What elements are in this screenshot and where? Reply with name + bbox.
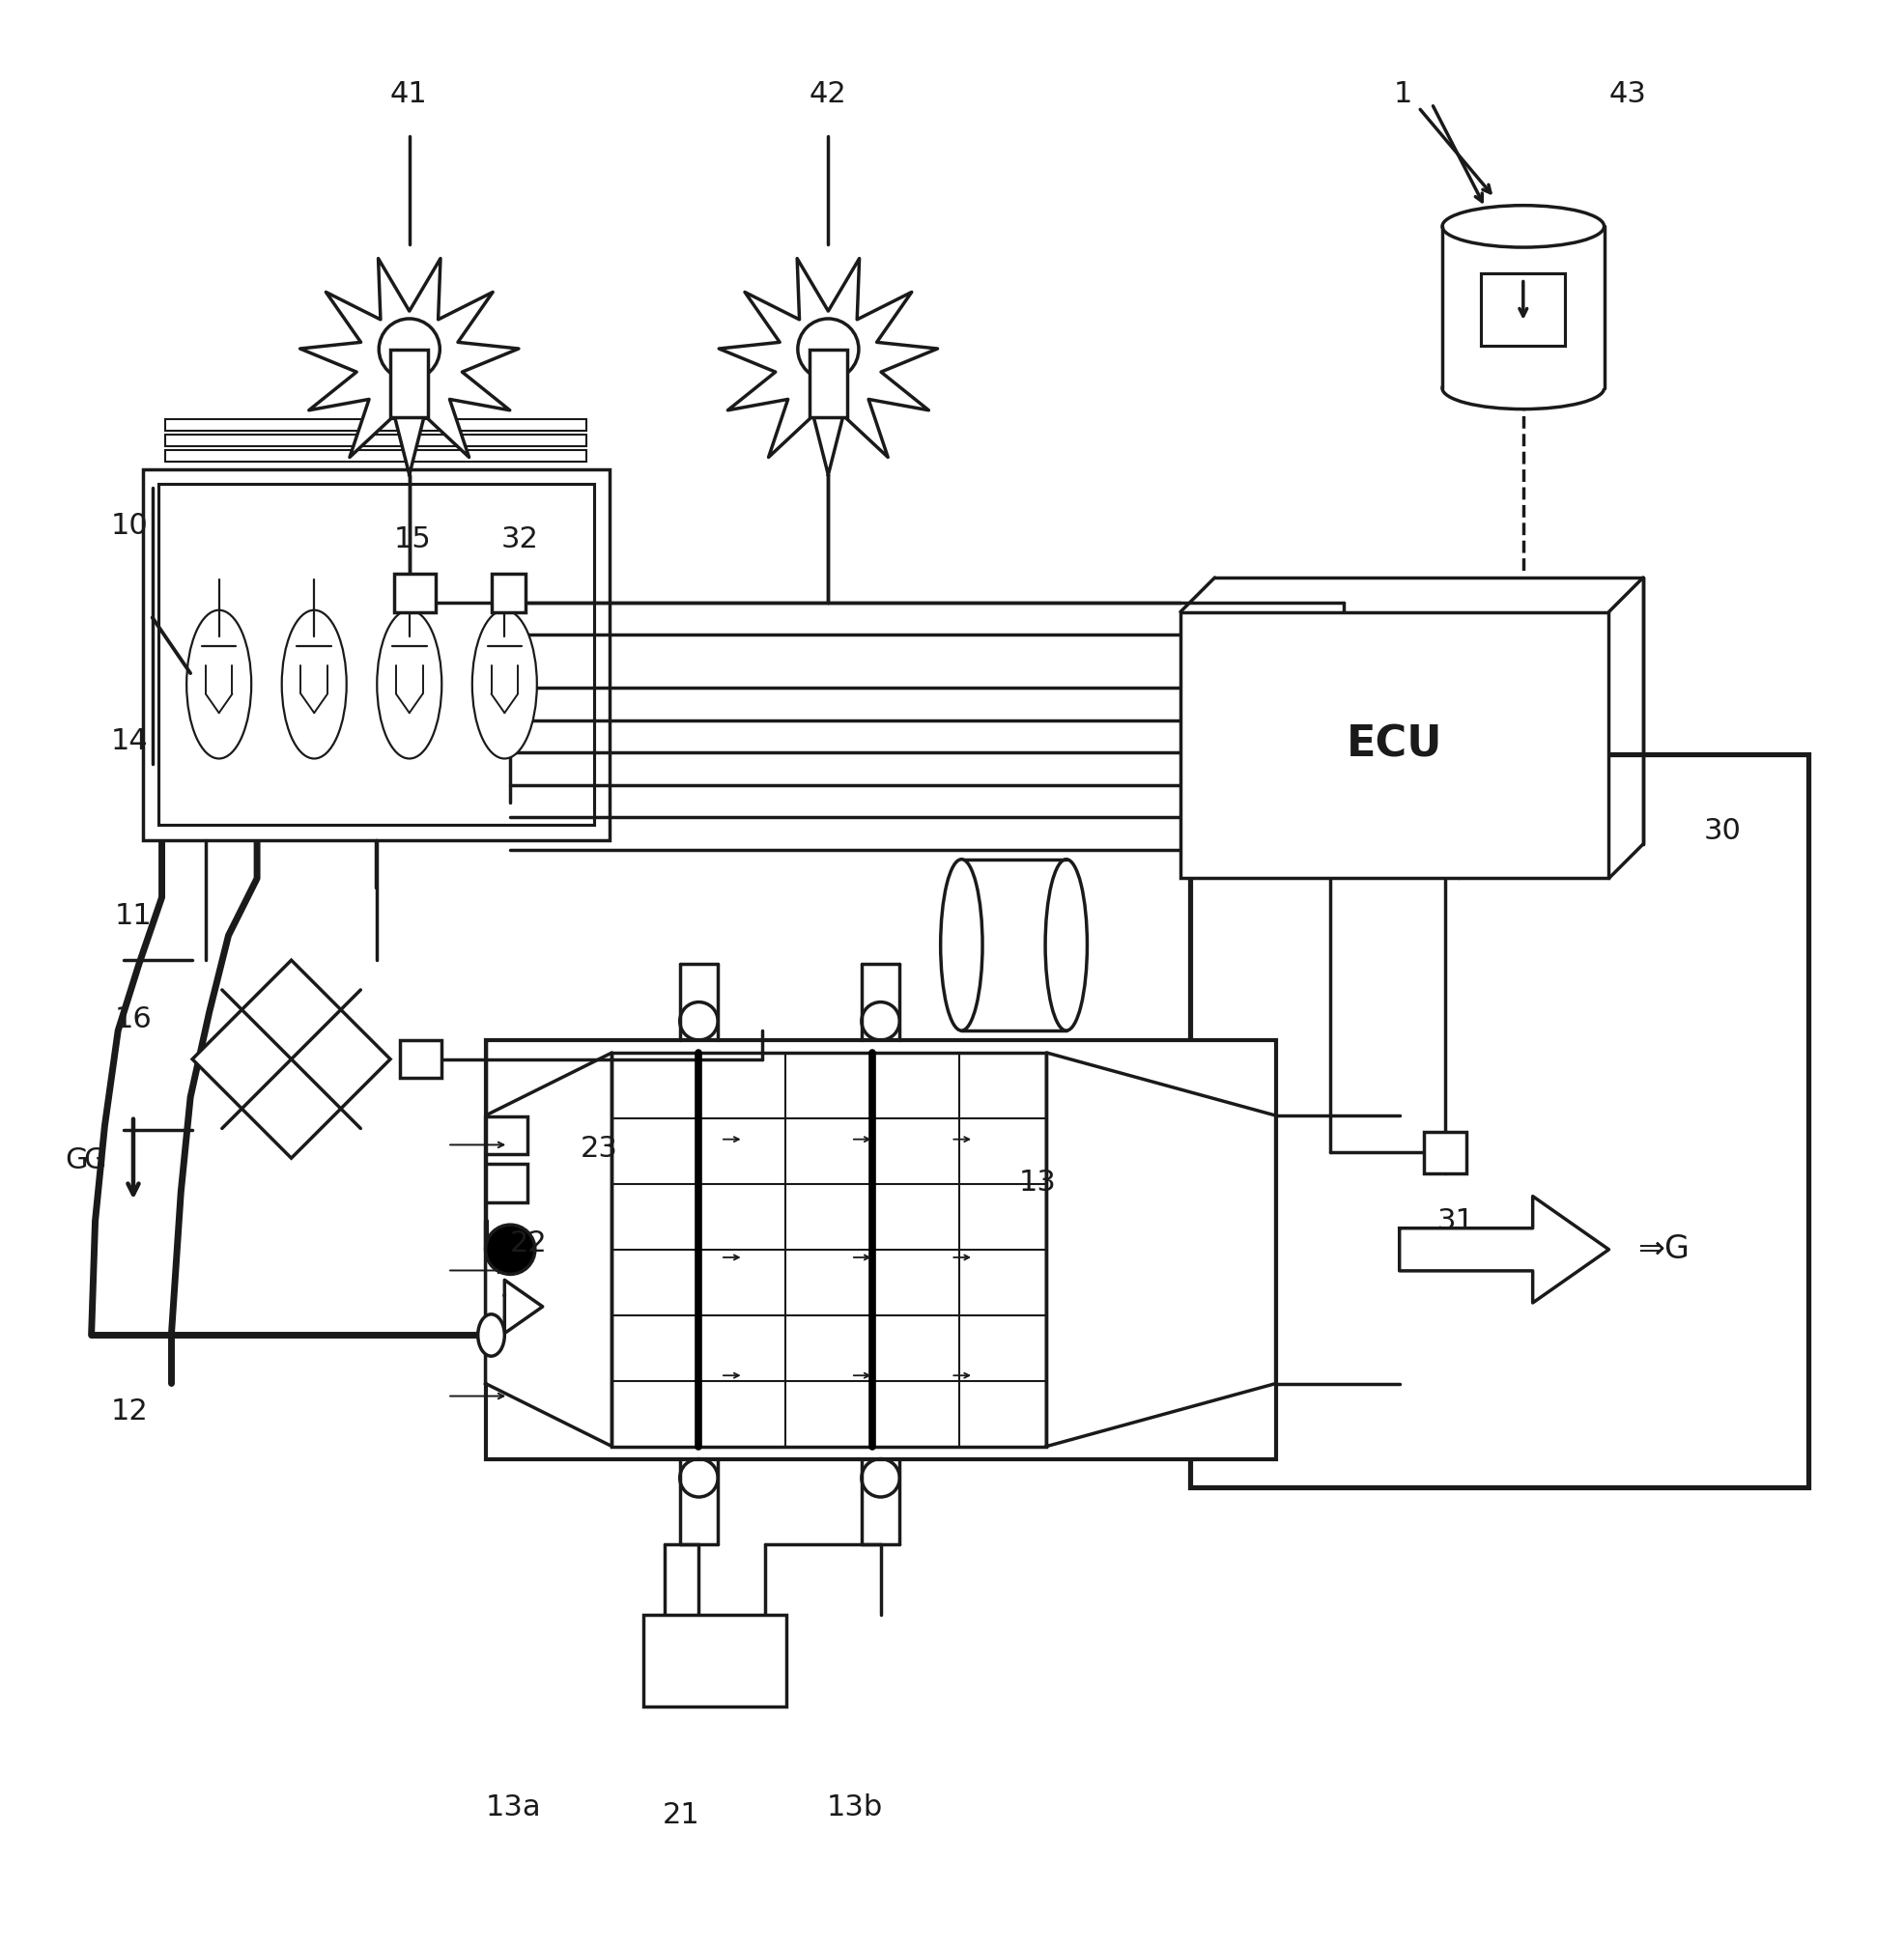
Bar [1180, 611, 1609, 878]
Polygon shape [192, 960, 390, 1158]
Text: G: G [84, 1147, 107, 1174]
Bar [962, 859, 1066, 1030]
Text: 15: 15 [394, 526, 432, 553]
Ellipse shape [941, 859, 982, 1030]
Text: 32: 32 [501, 526, 539, 553]
Ellipse shape [282, 609, 347, 759]
Polygon shape [505, 1279, 543, 1334]
Text: ECU: ECU [1346, 724, 1443, 765]
Circle shape [379, 319, 440, 380]
Bar [809, 349, 847, 419]
Ellipse shape [1045, 859, 1087, 1030]
Circle shape [486, 1225, 535, 1273]
Text: 11: 11 [114, 901, 152, 931]
Polygon shape [1399, 1195, 1609, 1303]
Bar [158, 485, 594, 826]
Bar [491, 574, 526, 611]
Text: 31: 31 [1438, 1207, 1476, 1234]
Polygon shape [720, 259, 937, 475]
Ellipse shape [1443, 206, 1603, 247]
Bar [390, 349, 428, 419]
Bar [486, 1040, 1276, 1458]
Bar [644, 1614, 786, 1706]
Bar [394, 574, 436, 611]
Bar [400, 1040, 442, 1079]
Text: 14: 14 [110, 728, 149, 755]
Polygon shape [1047, 1053, 1276, 1447]
Bar [1424, 1131, 1466, 1174]
Bar [611, 1053, 1047, 1447]
Bar [1190, 755, 1809, 1488]
Bar [143, 469, 609, 841]
Ellipse shape [472, 609, 537, 759]
Circle shape [798, 319, 859, 380]
Ellipse shape [478, 1314, 505, 1357]
Text: 13: 13 [1019, 1168, 1057, 1197]
Text: 1: 1 [1394, 80, 1413, 109]
Ellipse shape [377, 609, 442, 759]
Text: 21: 21 [663, 1801, 701, 1828]
Text: 16: 16 [114, 1005, 152, 1034]
Bar [166, 450, 586, 461]
Text: 22: 22 [510, 1231, 548, 1258]
Text: 41: 41 [390, 80, 428, 109]
Bar [1481, 273, 1565, 345]
Bar [486, 1116, 527, 1155]
Bar [1443, 226, 1603, 387]
Text: 43: 43 [1609, 80, 1647, 109]
Text: 30: 30 [1704, 816, 1742, 845]
Polygon shape [301, 259, 518, 475]
Text: ⇒G: ⇒G [1637, 1234, 1689, 1266]
Text: 42: 42 [809, 80, 847, 109]
Text: 13a: 13a [486, 1793, 541, 1820]
Bar [166, 419, 586, 430]
Bar [486, 1164, 527, 1201]
Text: 13b: 13b [826, 1793, 883, 1820]
Text: 10: 10 [110, 512, 149, 539]
Text: 23: 23 [581, 1135, 619, 1162]
Text: 12: 12 [110, 1398, 149, 1425]
Bar [166, 434, 586, 446]
Text: G: G [65, 1147, 88, 1174]
Ellipse shape [1443, 368, 1603, 409]
Ellipse shape [187, 609, 251, 759]
Polygon shape [486, 1053, 611, 1447]
